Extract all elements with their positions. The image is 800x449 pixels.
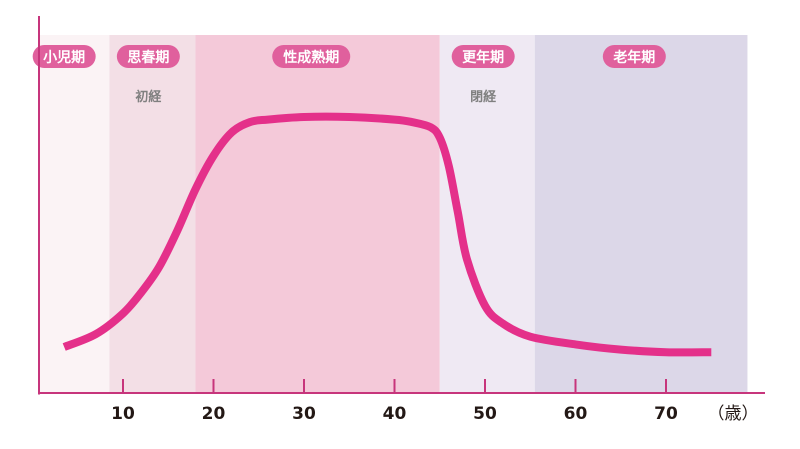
event-label-2: 閉経	[470, 89, 497, 105]
x-tick-label-30: 30	[292, 404, 316, 424]
phase-label-text: 小児期	[43, 50, 85, 66]
phase-bands	[39, 35, 748, 393]
phase-label-4: 更年期	[451, 45, 515, 68]
phase-pill	[451, 45, 515, 68]
phase-pill	[32, 45, 96, 68]
phase-band-3	[195, 35, 440, 393]
phase-pill	[272, 45, 351, 68]
phase-label-5: 老年期	[602, 45, 666, 68]
phase-labels: 小児期 思春期 性成熟期 更年期 老年期	[32, 45, 666, 68]
phase-label-3: 性成熟期	[272, 45, 351, 68]
x-axis-unit-label: （歳）	[708, 404, 759, 424]
phase-label-text: 性成熟期	[283, 49, 339, 66]
event-label-1: 初経	[135, 89, 162, 105]
x-tick-label-10: 10	[111, 404, 135, 424]
phase-band-4	[439, 35, 535, 393]
x-tick-label-40: 40	[383, 404, 407, 424]
phase-label-text: 思春期	[127, 49, 169, 66]
phase-pill	[602, 45, 666, 68]
phase-pill	[116, 45, 180, 68]
x-tick-label-70: 70	[654, 404, 678, 424]
series-lines	[62, 112, 712, 357]
phase-label-1: 小児期	[32, 45, 96, 68]
phase-band-5	[534, 35, 748, 393]
axes: 10 20 30 40 50 60 70 （歳）	[38, 16, 765, 424]
phase-label-text: 更年期	[462, 49, 504, 66]
x-tick-label-20: 20	[202, 404, 226, 424]
event-labels: 初経 閉経	[135, 89, 497, 105]
phase-label-text: 老年期	[613, 49, 655, 66]
phase-label-2: 思春期	[116, 45, 180, 68]
x-tick-label-50: 50	[473, 404, 497, 424]
x-tick-label-60: 60	[564, 404, 588, 424]
series-line-1	[62, 112, 712, 357]
